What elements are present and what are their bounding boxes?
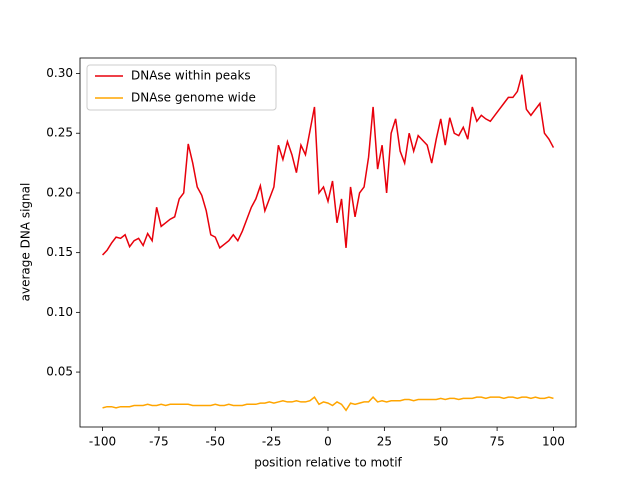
data-line (102, 74, 555, 256)
y-axis-label: average DNA signal (19, 183, 33, 302)
x-tick-label: 0 (324, 435, 332, 449)
plot-frame (79, 57, 577, 428)
x-tick-label: 75 (489, 435, 504, 449)
x-tick-label: 25 (377, 435, 392, 449)
y-tick-label: 0.15 (46, 245, 73, 259)
x-tick-label: -75 (149, 435, 169, 449)
x-tick-label: -100 (89, 435, 116, 449)
y-tick-label: 0.25 (46, 126, 73, 140)
legend-box (86, 64, 277, 111)
legend-label: DNAse genome wide (131, 91, 256, 105)
y-tick-label: 0.20 (46, 185, 73, 199)
y-tick-label: 0.10 (46, 305, 73, 319)
x-tick-label: 50 (433, 435, 448, 449)
x-axis-label: position relative to motif (254, 456, 402, 470)
y-tick-label: 0.05 (46, 365, 73, 379)
x-tick-label: -50 (205, 435, 225, 449)
y-tick-label: 0.30 (46, 66, 73, 80)
legend-label: DNAse within peaks (131, 69, 251, 83)
x-tick-label: -25 (262, 435, 282, 449)
x-tick-label: 100 (542, 435, 565, 449)
data-line (102, 396, 554, 412)
